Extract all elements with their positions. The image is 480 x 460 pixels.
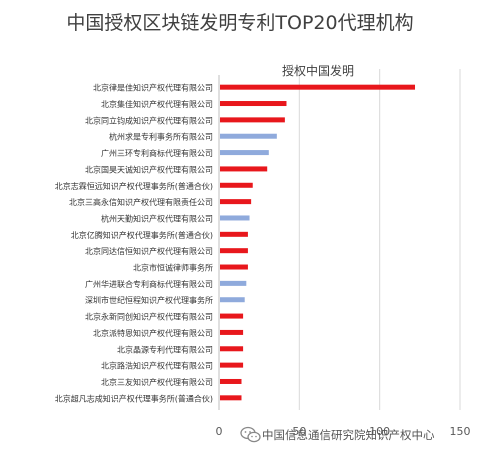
bar: [220, 199, 252, 205]
category-label: 北京律是佳知识产权代理有限公司: [93, 83, 213, 93]
bar: [220, 133, 277, 139]
category-label: 北京集佳知识产权代理有限公司: [101, 99, 213, 109]
bar: [220, 313, 244, 319]
bar: [220, 150, 269, 156]
wechat-icon: [240, 426, 261, 443]
bar: [220, 362, 244, 368]
bar: [220, 264, 248, 270]
bar: [220, 248, 248, 254]
chart-subtitle: 授权中国发明: [282, 63, 354, 78]
bar: [220, 231, 248, 237]
bar: [220, 297, 245, 303]
bar: [220, 346, 244, 352]
category-label: 北京三高永信知识产权代理有限责任公司: [69, 197, 213, 207]
category-label: 广州华进联合专利商标代理有限公司: [85, 279, 213, 289]
bar: [220, 166, 268, 172]
chart-title: 中国授权区块链发明专利TOP20代理机构: [66, 12, 414, 34]
category-label: 北京永新同创知识产权代理有限公司: [85, 312, 213, 322]
category-label: 北京市恒诚律师事务所: [133, 263, 213, 273]
category-label: 北京国昊天诚知识产权代理有限公司: [85, 164, 213, 174]
category-label: 北京三友知识产权代理有限公司: [101, 377, 213, 387]
bar: [220, 101, 287, 107]
x-tick-label: 100: [369, 425, 390, 438]
bar: [220, 329, 244, 335]
category-label: 杭州求是专利事务所有限公司: [109, 132, 213, 142]
category-label: 广州三环专利商标代理有限公司: [101, 148, 213, 158]
category-label: 北京同立钧成知识产权代理有限公司: [85, 115, 213, 125]
category-label: 北京晶源专利代理有限公司: [117, 344, 213, 354]
bar: [220, 395, 242, 401]
watermark-text: 中国信息通信研究院知识产权中心: [262, 428, 435, 442]
category-label: 北京派特恩知识产权代理有限公司: [93, 328, 213, 338]
bar: [220, 117, 285, 123]
bar: [220, 182, 253, 188]
category-label: 杭州天勤知识产权代理有限公司: [101, 213, 213, 223]
category-label: 北京路浩知识产权代理有限公司: [101, 361, 213, 371]
x-tick-label: 50: [292, 425, 306, 438]
bar: [220, 84, 416, 90]
category-label: 北京超凡志成知识产权代理事务所(普通合伙): [55, 393, 213, 403]
category-label: 北京亿腾知识产权代理事务所(普通合伙): [71, 230, 213, 240]
bar: [220, 378, 242, 384]
x-tick-label: 0: [216, 425, 223, 438]
category-label: 深圳市世纪恒程知识产权代理事务所: [85, 295, 213, 305]
bar: [220, 215, 250, 221]
category-label: 北京志霖恒远知识产权代理事务所(普通合伙): [55, 181, 213, 191]
category-label: 北京同达信恒知识产权代理有限公司: [85, 246, 213, 256]
bar: [220, 280, 247, 286]
x-tick-label: 150: [450, 425, 471, 438]
